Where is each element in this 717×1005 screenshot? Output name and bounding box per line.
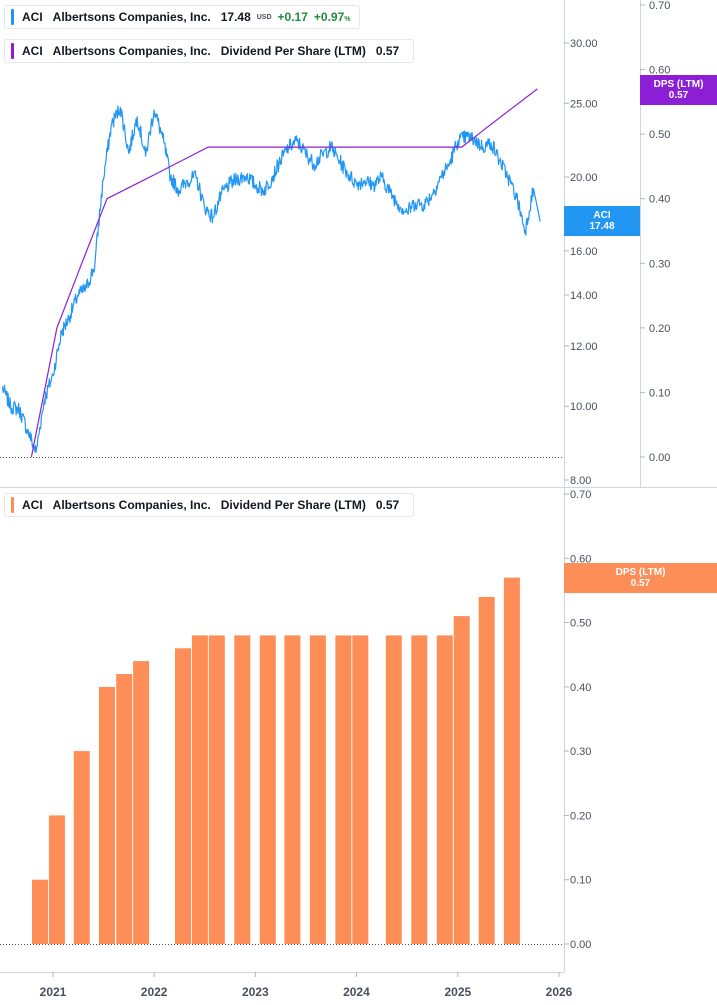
aci-tag-label: ACI [593, 210, 611, 221]
dps-bar-legend-symbol: ACI [22, 498, 43, 512]
price-tick-label: 25.00 [570, 98, 598, 110]
dps-bar-swatch [11, 497, 14, 513]
price-legend-change: +0.17 [277, 10, 308, 24]
dps-bar-legend-metric: Dividend Per Share (LTM) [220, 498, 366, 512]
dps-bar [133, 661, 150, 944]
bar-axis-tick-label: 0.70 [570, 489, 591, 501]
dps-bar [48, 815, 65, 944]
price-tick-label: 12.00 [570, 341, 598, 353]
dps-bar-pane: 0.00 0.10 0.20 0.30 0.40 0.50 0.60 0.70 [0, 488, 591, 972]
dps-bottom-tag-label: DPS (LTM) [615, 567, 666, 578]
date-axis: 2021 2022 2023 2024 2025 2026 [0, 972, 573, 999]
bar-axis-tick-label: 0.00 [570, 939, 591, 951]
price-tick-label: 10.00 [570, 401, 598, 413]
dps-bar [234, 635, 251, 944]
dps-bar [284, 635, 301, 944]
dps-bar [99, 686, 115, 944]
dps-bottom-price-tag: DPS (LTM) 0.57 [564, 563, 717, 593]
dps-bar [191, 635, 208, 944]
date-tick-label: 2024 [343, 985, 370, 999]
bar-axis-tick-label: 0.50 [570, 618, 591, 630]
price-legend-pct-sign: % [344, 16, 351, 23]
dps-bottom-tag-value: 0.57 [630, 578, 651, 589]
aci-price-tag: ACI 17.48 [564, 206, 640, 236]
dps-series-line [30, 88, 538, 458]
dps-bar [436, 635, 453, 944]
dps-line-legend-value: 0.57 [375, 44, 400, 58]
dps-bar [175, 648, 191, 944]
bar-axis-tick-label: 0.10 [570, 875, 591, 887]
dps-bar [411, 635, 428, 944]
date-tick-label: 2023 [242, 985, 269, 999]
date-tick-label: 2026 [546, 985, 573, 999]
dps-bar [32, 879, 48, 944]
dps-bar [335, 635, 352, 944]
dps-line-legend-metric: Dividend Per Share (LTM) [220, 44, 366, 58]
bar-axis-tick-label: 0.20 [570, 810, 591, 822]
price-tick-label: 8.00 [570, 475, 591, 487]
dps-right-tick-label: 0.70 [649, 0, 670, 12]
aci-tag-value: 17.48 [589, 221, 615, 232]
price-series-line [1, 105, 541, 453]
price-legend-change-pct: +0.97% [314, 10, 351, 24]
price-tick-label: 16.00 [570, 246, 598, 258]
dps-line-legend-name: Albertsons Companies, Inc. [52, 44, 211, 58]
dps-bar [352, 635, 369, 944]
dps-line-legend[interactable]: ACI Albertsons Companies, Inc. Dividend … [4, 39, 415, 63]
bar-axis-tick-label: 0.30 [570, 746, 591, 758]
dps-top-tag-value: 0.57 [668, 90, 689, 101]
price-tick-label: 14.00 [570, 290, 598, 302]
bar-axis-tick-label: 0.60 [570, 553, 591, 565]
dps-bar [73, 751, 90, 944]
dps-right-tick-label: 0.60 [649, 65, 670, 77]
bar-axis-tick-label: 0.40 [570, 682, 591, 694]
dps-right-tick-label: 0.30 [649, 258, 670, 270]
date-tick-label: 2021 [40, 985, 67, 999]
price-legend-currency: USD [256, 13, 272, 21]
price-legend-change-pct-value: +0.97 [313, 10, 345, 24]
dps-bar-legend-value: 0.57 [375, 498, 400, 512]
dps-bar [208, 635, 225, 944]
dps-bar-legend-name: Albertsons Companies, Inc. [52, 498, 211, 512]
dps-bar [503, 577, 520, 944]
price-dps-pane: 8.00 10.00 12.00 14.00 16.00 20.00 25.00 30.00 0… [0, 0, 670, 487]
dps-bar [453, 616, 470, 944]
dps-bar [385, 635, 402, 944]
date-tick-label: 2025 [445, 985, 472, 999]
dps-line-swatch [11, 43, 14, 59]
dps-bar [259, 635, 276, 944]
dps-bar [116, 674, 133, 944]
price-legend[interactable]: ACI Albertsons Companies, Inc. 17.48 USD… [4, 5, 360, 29]
dps-bar [309, 635, 326, 944]
price-swatch [11, 9, 14, 25]
dps-top-price-tag: DPS (LTM) 0.57 [640, 75, 717, 105]
dps-right-tick-label: 0.40 [649, 194, 670, 206]
price-tick-label: 30.00 [570, 38, 598, 50]
dps-top-tag-label: DPS (LTM) [653, 79, 704, 90]
dps-right-tick-label: 0.00 [649, 452, 670, 464]
date-tick-label: 2022 [141, 985, 168, 999]
dps-right-tick-label: 0.50 [649, 129, 670, 141]
dps-right-tick-label: 0.10 [649, 387, 670, 399]
price-legend-symbol: ACI [22, 10, 43, 24]
dps-bar-legend[interactable]: ACI Albertsons Companies, Inc. Dividend … [4, 493, 415, 517]
dps-bar [478, 596, 495, 944]
dps-line-legend-symbol: ACI [22, 44, 43, 58]
price-legend-name: Albertsons Companies, Inc. [52, 10, 211, 24]
price-legend-value: 17.48 [220, 10, 251, 24]
dps-right-tick-label: 0.20 [649, 323, 670, 335]
price-tick-label: 20.00 [570, 172, 598, 184]
